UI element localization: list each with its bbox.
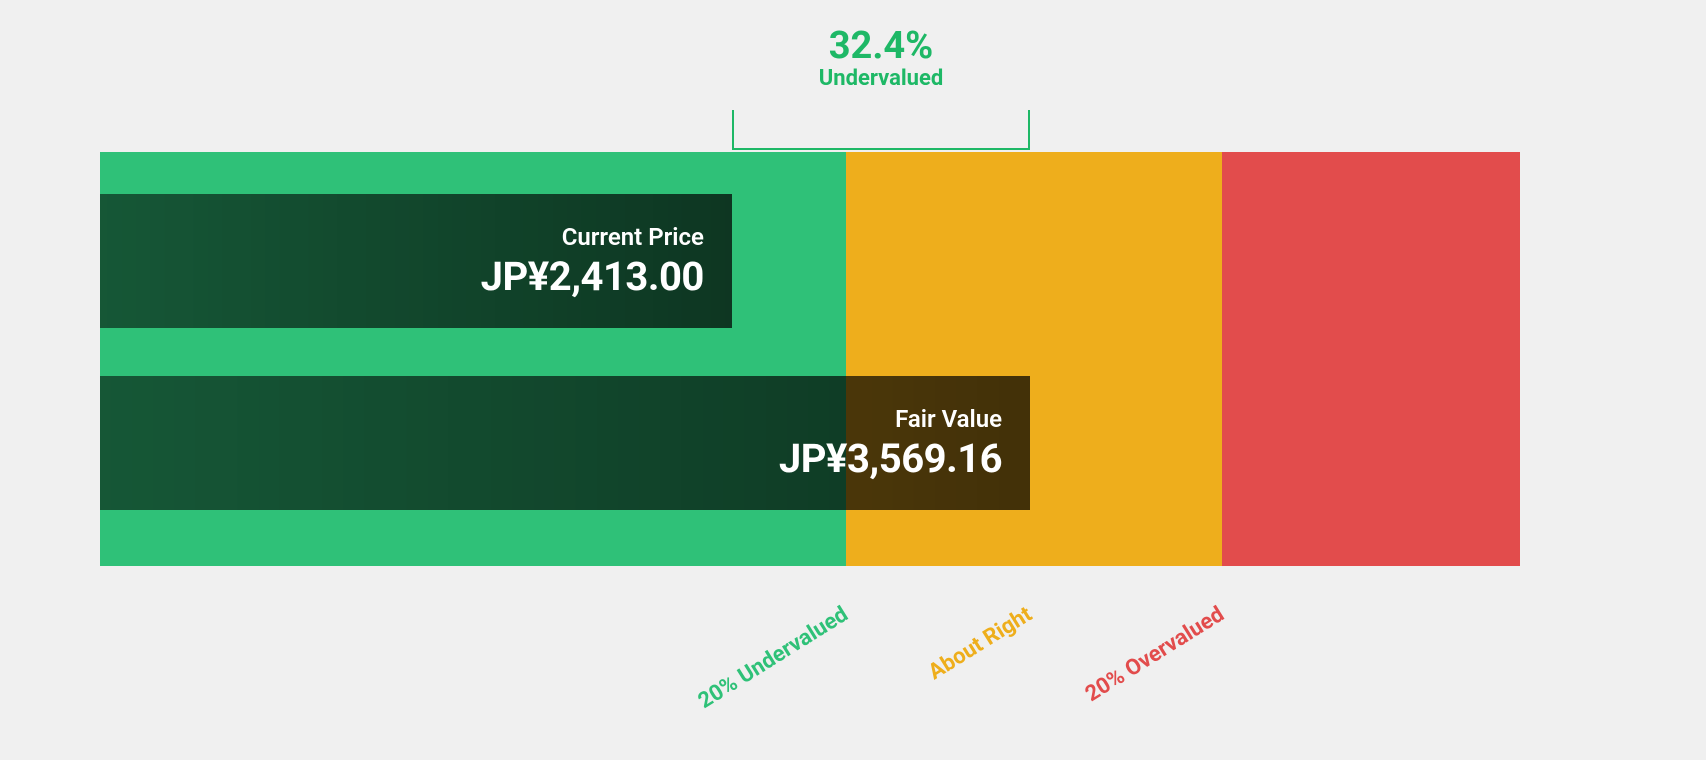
callout-bracket <box>732 110 1030 150</box>
chart-area: Current PriceJP¥2,413.00 Fair ValueJP¥3,5… <box>100 152 1520 566</box>
valuation-callout: 32.4% Undervalued <box>771 24 991 91</box>
callout-word: Undervalued <box>771 66 991 91</box>
axis-label: About Right <box>854 602 1037 729</box>
bar-fair_value: Fair ValueJP¥3,569.16 <box>100 376 1030 510</box>
valuation-chart: 32.4% Undervalued Current PriceJP¥2,413.… <box>0 0 1706 760</box>
bar-text: Current PriceJP¥2,413.00 <box>481 223 704 300</box>
bar-label: Current Price <box>481 223 704 251</box>
bar-value: JP¥3,569.16 <box>779 435 1002 482</box>
zone-overvalued <box>1222 152 1520 566</box>
axis-label: 20% Undervalued <box>669 602 852 729</box>
bar-text: Fair ValueJP¥3,569.16 <box>779 405 1002 482</box>
bar-current_price: Current PriceJP¥2,413.00 <box>100 194 732 328</box>
bar-value: JP¥2,413.00 <box>481 253 704 300</box>
bar-label: Fair Value <box>779 405 1002 433</box>
callout-percent: 32.4% <box>771 24 991 68</box>
axis-label: 20% Overvalued <box>1046 602 1229 729</box>
